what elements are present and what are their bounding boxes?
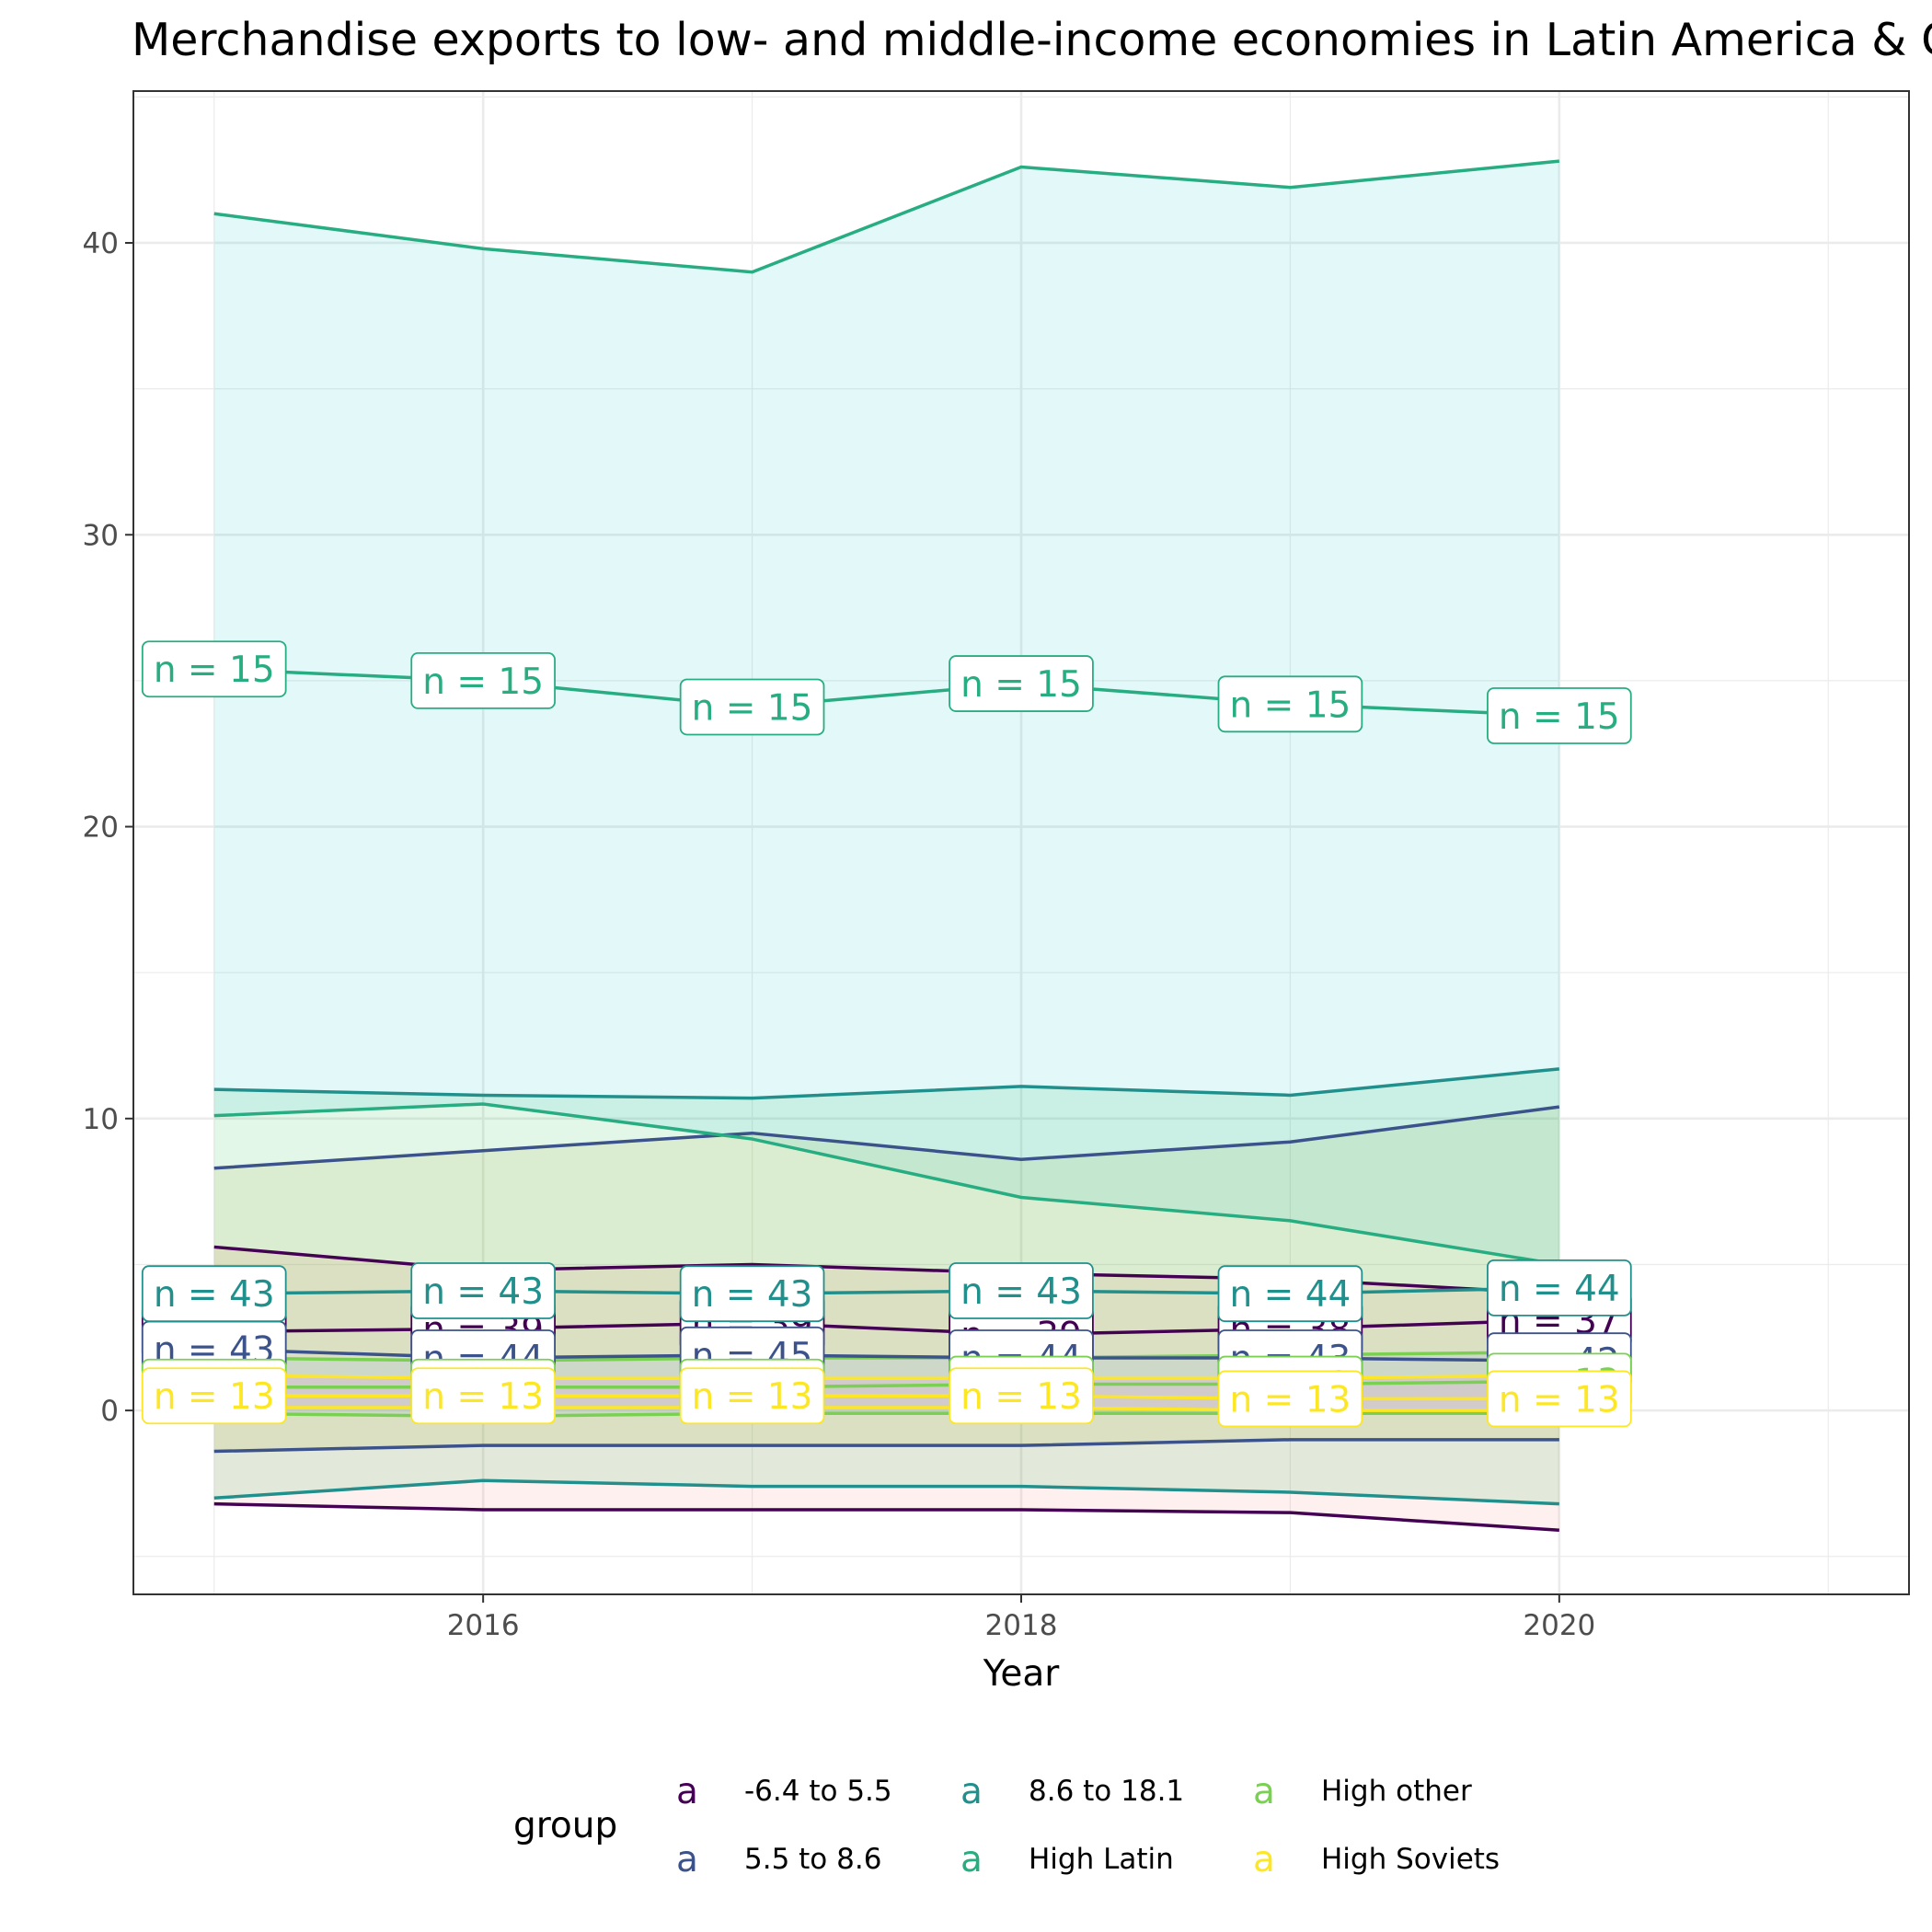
n-label-box [410,1262,556,1319]
n-label-text: n = 13 [1499,1379,1620,1420]
lower-bound-line [213,1438,1559,1454]
n-label-text: n = 43 [154,1274,275,1316]
legend-label: High Soviets [1321,1843,1500,1876]
upper-bound-line [213,1105,1560,1170]
n-label-text: n = 43 [960,1271,1082,1313]
n-label: n = 43 [679,1265,825,1323]
lower-bound-line [213,1501,1559,1532]
x-axis: 2016 2018 2020 [447,1594,1595,1642]
n-label: n = 13 [1217,1370,1363,1428]
legend-label: 8.6 to 18.1 [1029,1775,1184,1808]
chart-title: Merchandise exports to low- and middle-i… [132,14,1932,66]
n-label-text: n = 13 [422,1376,544,1418]
n-label-text: n = 15 [960,664,1082,706]
n-label-text: n = 13 [154,1376,275,1418]
n-label: n = 44 [1487,1259,1632,1317]
n-label-text: n = 13 [692,1376,813,1418]
n-label-box [410,652,556,709]
legend-items: a -6.4 to 5.5 a 5.5 to 8.6 a 8.6 to 18.1 a High… [676,1771,1500,1880]
legend-title: group [513,1805,617,1846]
lower-bound-line [213,1478,1559,1506]
n-label-text: n = 43 [422,1271,544,1313]
legend-label: 5.5 to 8.6 [744,1843,881,1876]
legend-item: a High other [1253,1771,1472,1812]
ribbon [213,161,1559,1265]
n-label-text: n = 15 [692,687,813,729]
n-label-text: n = 15 [1230,684,1351,726]
n-label-text: n = 13 [1230,1379,1351,1420]
n-label-box [679,678,825,736]
legend-key: a [960,1839,983,1880]
n-label: n = 43 [949,1262,1094,1319]
y-tick-label: 30 [83,519,119,552]
n-label: n = 13 [1487,1370,1632,1428]
n-label: n = 13 [141,1367,287,1425]
n-label-text: n = 43 [692,1274,813,1316]
legend-key: a [676,1839,698,1880]
n-label-box [679,1367,825,1425]
upper-bound-line [213,1067,1560,1100]
y-tick-label: 10 [83,1103,119,1136]
n-label-box [141,1265,287,1323]
legend-key: a [960,1771,983,1812]
n-label-box [1217,675,1363,733]
n-label-text: n = 15 [422,661,544,703]
n-label-box [949,1262,1094,1319]
x-tick-label: 2018 [985,1609,1058,1642]
n-label-box [1487,1259,1632,1317]
x-axis-title: Year [983,1653,1061,1695]
n-label-box [1217,1370,1363,1428]
n-label-box [1487,1370,1632,1428]
y-tick-label: 0 [100,1395,119,1428]
n-label-box [1217,1265,1363,1323]
n-label-text: n = 44 [1499,1269,1620,1310]
n-label: n = 44 [1217,1265,1363,1323]
legend-key: a [676,1771,698,1812]
legend-item: a -6.4 to 5.5 [676,1771,892,1812]
y-axis: 0 10 20 30 40 [83,227,133,1428]
n-label-box [949,655,1094,712]
n-label: n = 15 [410,652,556,709]
n-labels: n = 39n = 39n = 39n = 39n = 38n = 37n = … [141,640,1632,1428]
n-label: n = 43 [141,1265,287,1323]
upper-bound-line [213,159,1560,274]
y-tick-label: 20 [83,811,119,845]
lower-bound-line [213,1102,1560,1267]
n-label-box [141,1367,287,1425]
legend-label: High Latin [1029,1843,1174,1876]
n-label-text: n = 13 [960,1376,1082,1418]
n-label: n = 13 [679,1367,825,1425]
legend-item: a 5.5 to 8.6 [676,1839,881,1880]
legend-item: a 8.6 to 18.1 [960,1771,1184,1812]
n-label-box [949,1367,1094,1425]
n-label-text: n = 44 [1230,1274,1351,1316]
legend-label: -6.4 to 5.5 [744,1775,892,1808]
legend: group a -6.4 to 5.5 a 5.5 to 8.6 a 8.6 to 18.… [513,1771,1500,1880]
n-label: n = 15 [1487,687,1632,744]
n-label: n = 15 [679,678,825,736]
legend-item: a High Latin [960,1839,1174,1880]
n-label: n = 13 [410,1367,556,1425]
n-label-box [1487,687,1632,744]
legend-label: High other [1321,1775,1472,1808]
n-label-text: n = 15 [154,650,275,691]
n-label-box [679,1265,825,1323]
n-label-box [141,640,287,698]
n-label: n = 43 [410,1262,556,1319]
n-label: n = 15 [1217,675,1363,733]
x-tick-label: 2020 [1523,1609,1595,1642]
legend-item: a High Soviets [1253,1839,1500,1880]
n-label-box [410,1367,556,1425]
n-label: n = 15 [949,655,1094,712]
legend-key: a [1253,1771,1275,1812]
n-label: n = 13 [949,1367,1094,1425]
y-tick-label: 40 [83,227,119,260]
x-tick-label: 2016 [447,1609,520,1642]
legend-key: a [1253,1839,1275,1880]
n-label: n = 15 [141,640,287,698]
n-label-text: n = 15 [1499,696,1620,738]
